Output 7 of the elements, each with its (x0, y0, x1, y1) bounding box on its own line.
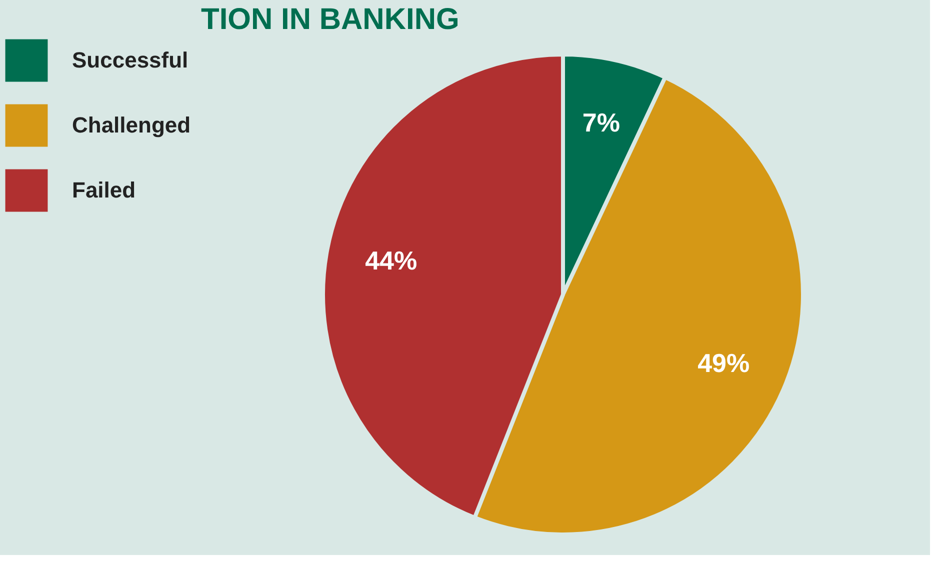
data-label: 49% (698, 348, 750, 378)
legend-label: Challenged (72, 112, 191, 138)
legend-label: Failed (72, 178, 136, 202)
chart-title: TION IN BANKING (201, 3, 460, 36)
data-label: 7% (582, 108, 620, 138)
legend-label: Successful (72, 48, 188, 72)
data-label: 44% (365, 246, 418, 276)
